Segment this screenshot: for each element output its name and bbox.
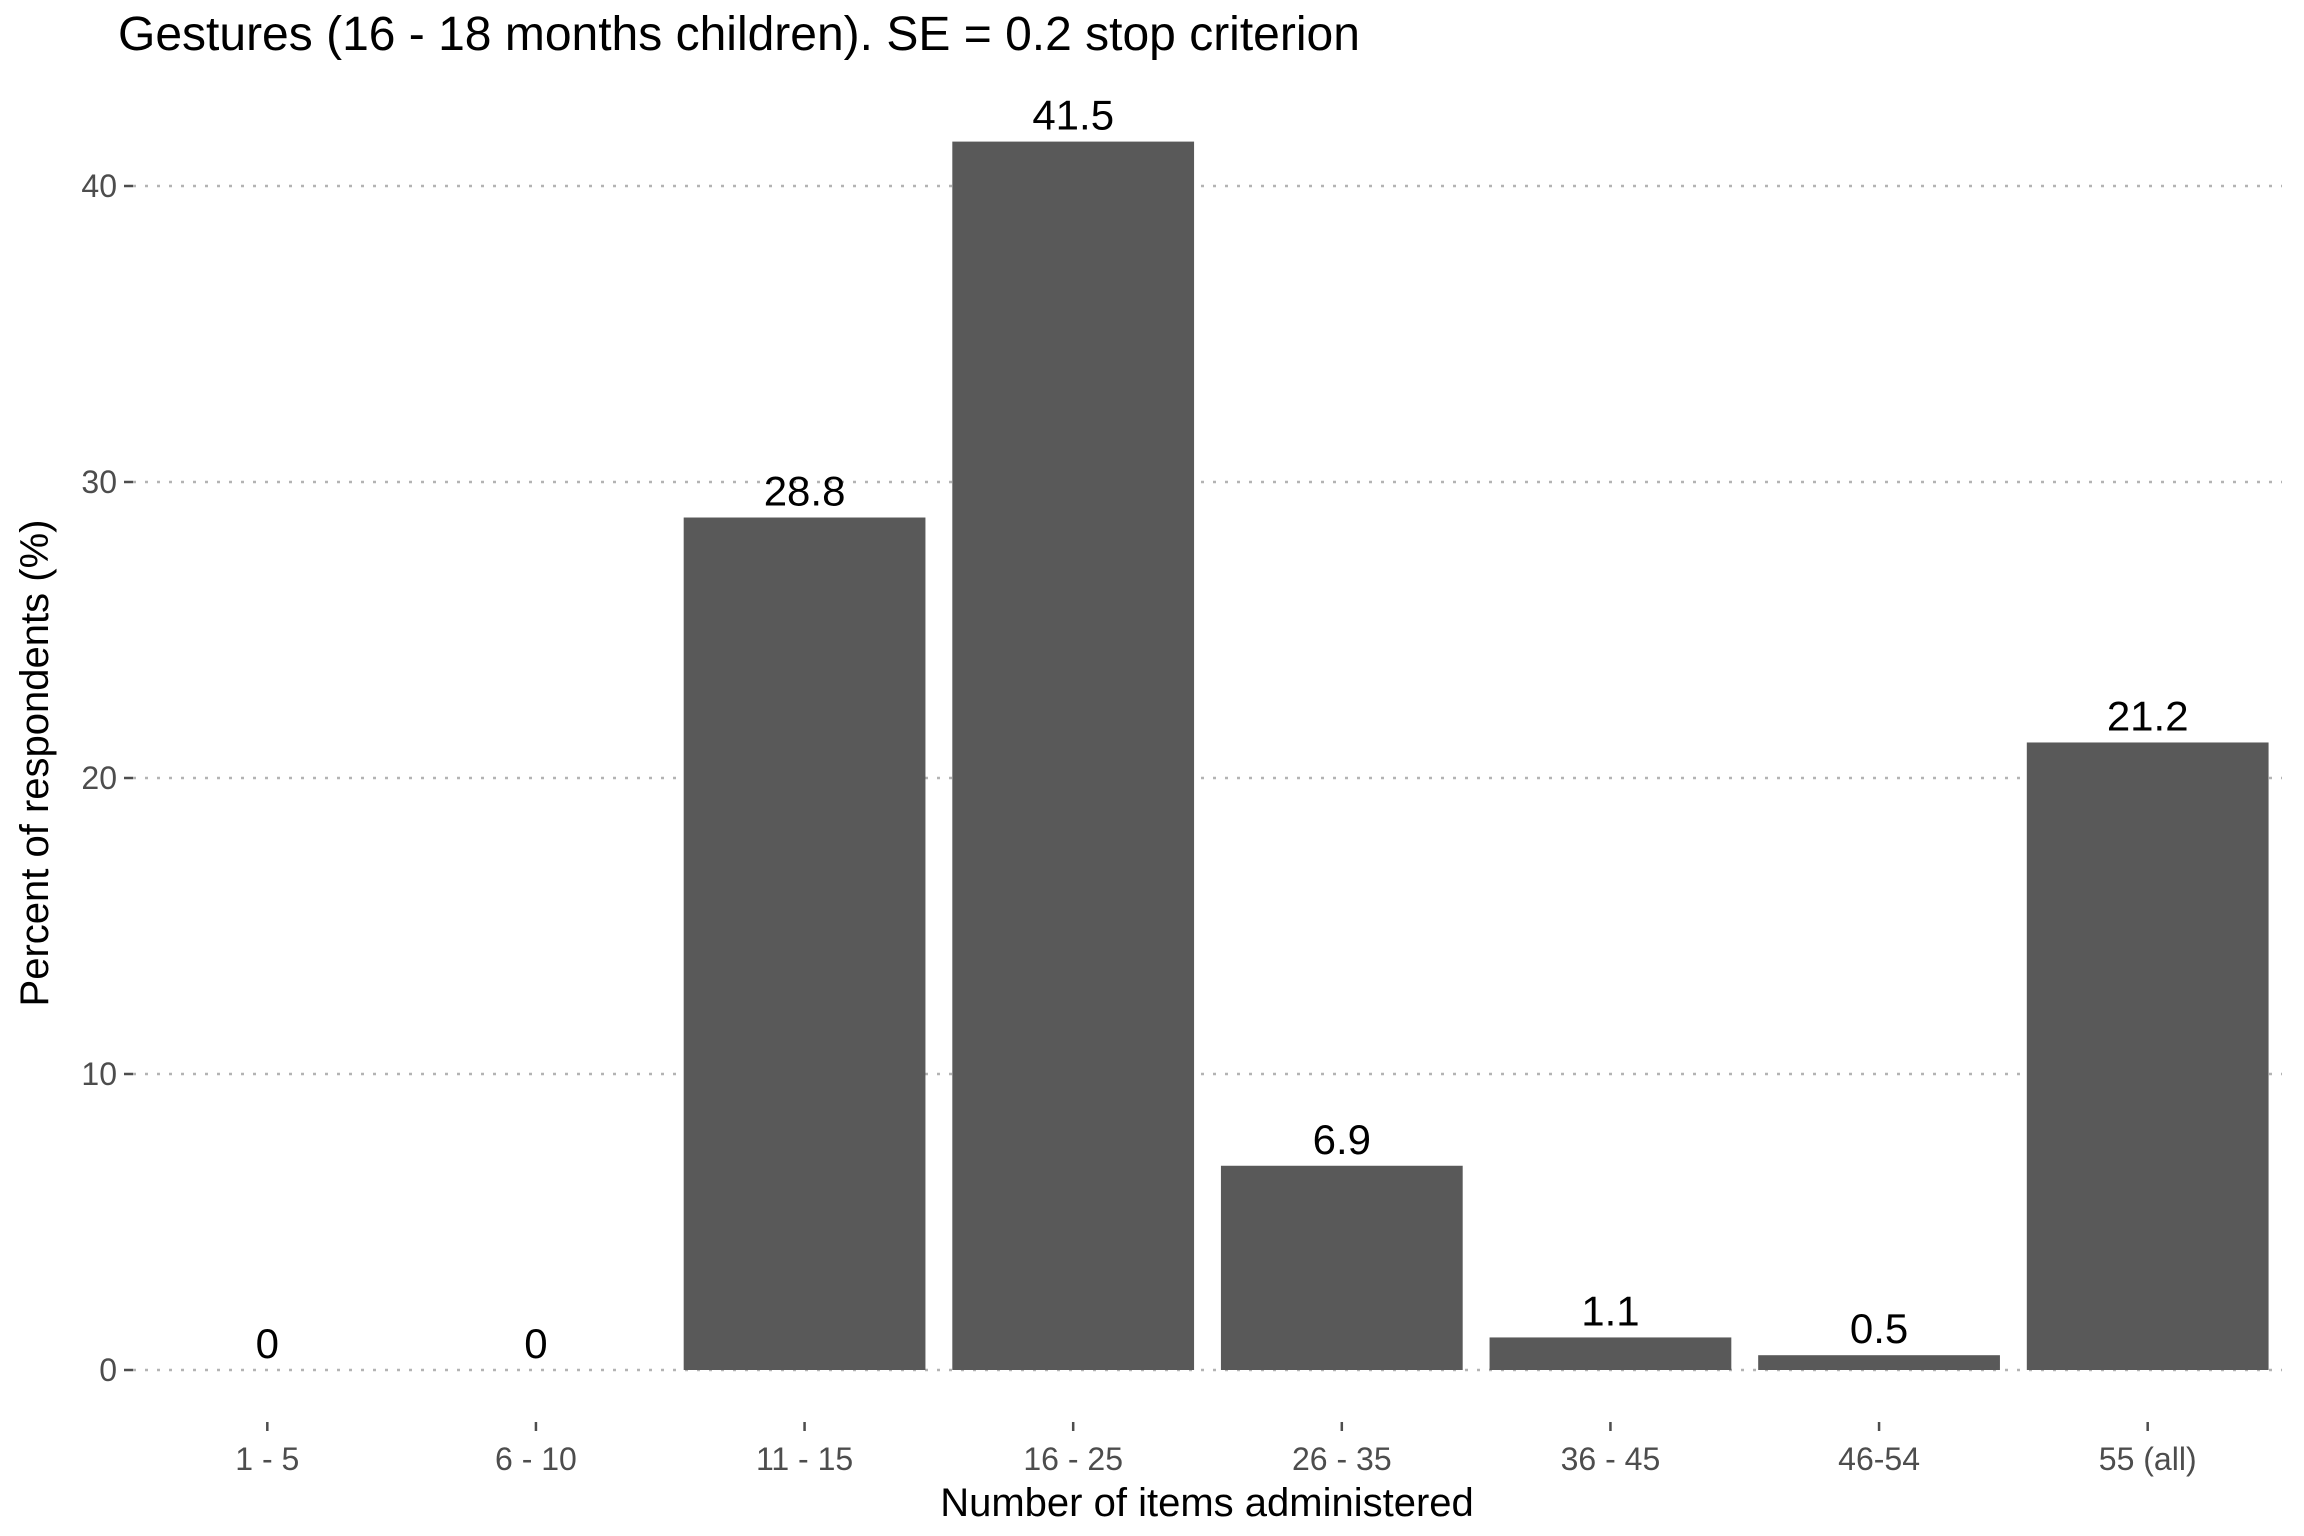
chart-title: Gestures (16 - 18 months children). SE =…	[118, 8, 1360, 61]
y-axis: 0 10 20 30 40	[81, 168, 133, 1388]
x-tick-label: 36 - 45	[1561, 1441, 1661, 1477]
x-tick-label: 11 - 15	[756, 1441, 853, 1477]
data-label: 6.9	[1313, 1116, 1371, 1163]
bar	[2026, 742, 2269, 1370]
x-tick-label: 46-54	[1838, 1441, 1920, 1477]
grid-lines	[133, 184, 2282, 1372]
data-label: 41.5	[1032, 92, 1114, 139]
y-axis-title: Percent of respondents (%)	[13, 520, 57, 1007]
x-tick-label: 6 - 10	[495, 1441, 577, 1477]
data-label: 0	[256, 1320, 279, 1367]
x-tick-label: 26 - 35	[1292, 1441, 1392, 1477]
data-label: 21.2	[2107, 692, 2189, 739]
x-tick-label: 1 - 5	[235, 1441, 299, 1477]
bar	[1489, 1337, 1732, 1370]
x-axis-title: Number of items administered	[940, 1481, 1474, 1525]
bar	[952, 141, 1195, 1371]
data-label: 0	[524, 1320, 547, 1367]
data-labels: 0 0 28.8 41.5 6.9 1.1 0.5 21.2	[256, 92, 2189, 1367]
y-tick-label: 20	[81, 760, 117, 796]
data-label: 0.5	[1850, 1305, 1908, 1352]
bar	[1220, 1165, 1463, 1370]
y-tick-label: 0	[99, 1352, 117, 1388]
bars	[683, 141, 2269, 1371]
data-label: 28.8	[764, 468, 846, 515]
y-tick-label: 10	[81, 1056, 117, 1092]
y-tick-label: 40	[81, 168, 117, 204]
y-tick-label: 30	[81, 464, 117, 500]
bar	[683, 517, 926, 1370]
bar	[1758, 1355, 2000, 1370]
data-label: 1.1	[1581, 1287, 1639, 1334]
x-axis: 1 - 5 6 - 10 11 - 15 16 - 25 26 - 35 36 - 45 4…	[235, 1422, 2197, 1477]
x-tick-label: 55 (all)	[2099, 1441, 2197, 1477]
x-tick-label: 16 - 25	[1023, 1441, 1123, 1477]
